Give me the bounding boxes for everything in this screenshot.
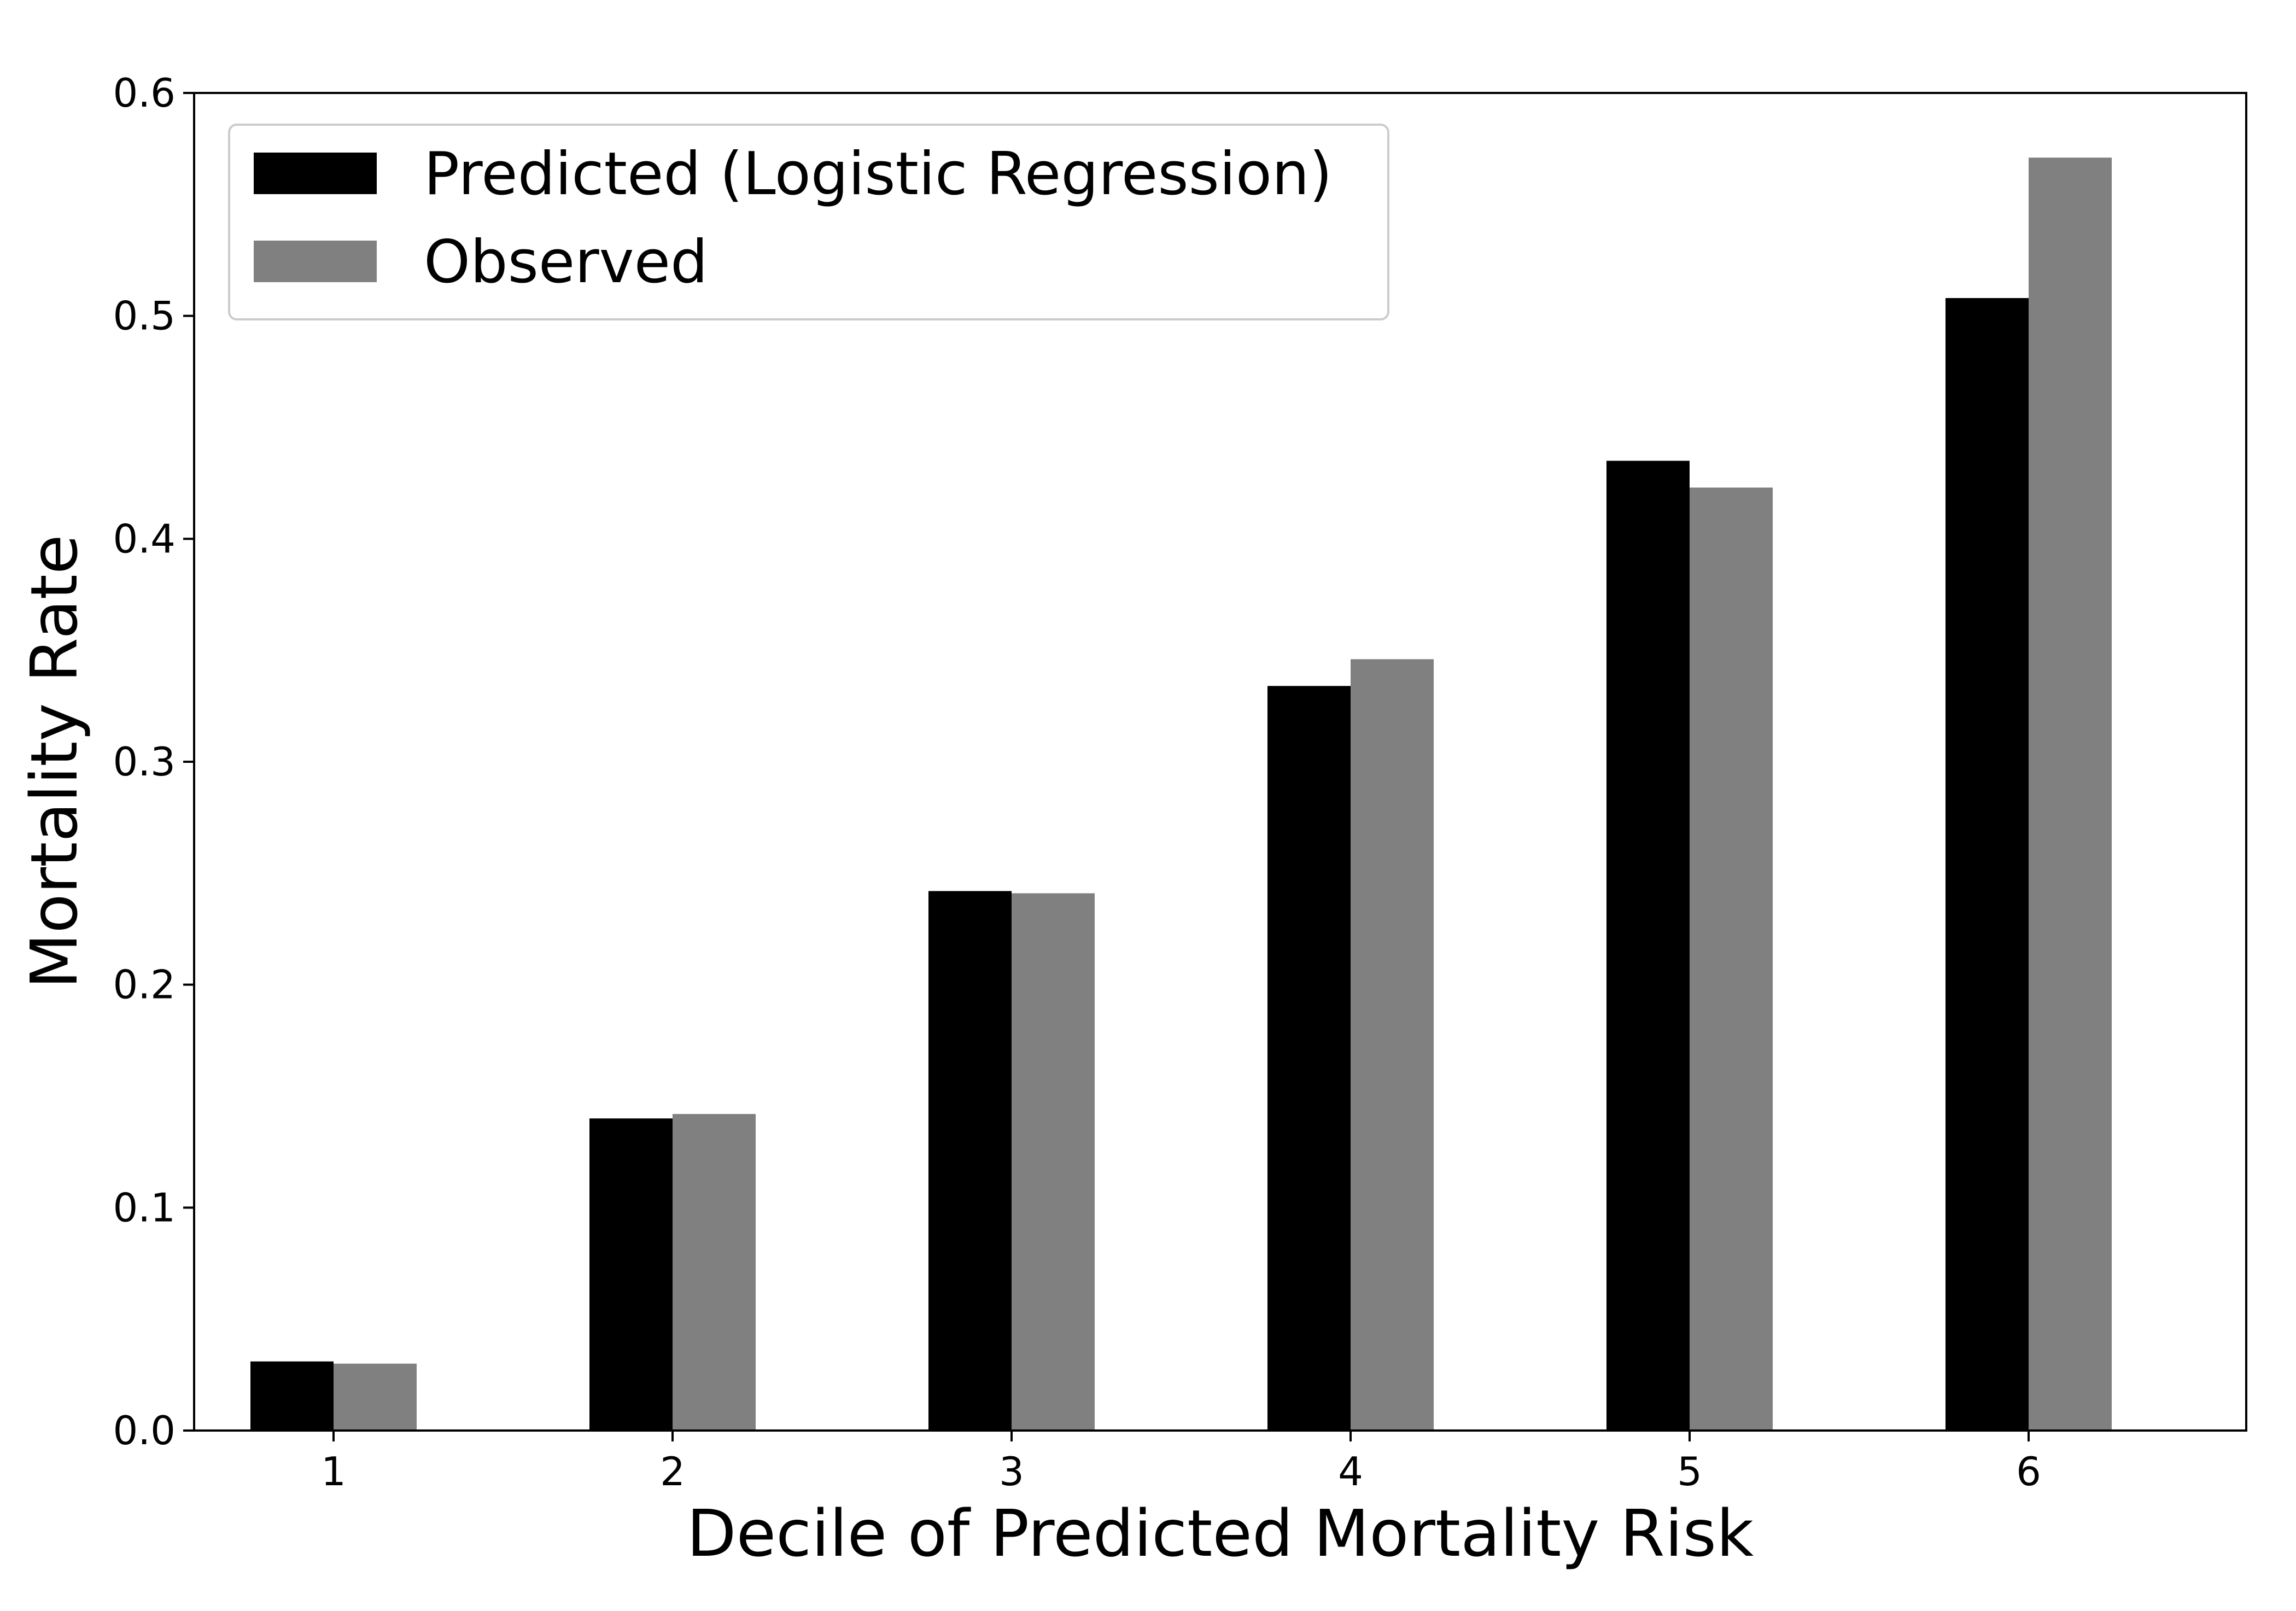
y-tick-label: 0.2 bbox=[113, 962, 176, 1008]
bar-predicted-4 bbox=[1267, 686, 1351, 1431]
y-tick-label: 0.0 bbox=[113, 1408, 176, 1454]
y-tick-label: 0.3 bbox=[113, 739, 176, 785]
legend-box bbox=[228, 124, 1389, 320]
x-tick-label: 2 bbox=[660, 1449, 685, 1495]
bar-observed-5 bbox=[1690, 487, 1773, 1431]
y-tick-label: 0.5 bbox=[113, 293, 176, 339]
y-axis-ticks: 0.0 0.1 0.2 0.3 0.4 0.5 0.6 bbox=[113, 70, 194, 1454]
x-axis-label: Decile of Predicted Mortality Risk bbox=[687, 1496, 1754, 1571]
x-tick-label: 3 bbox=[999, 1449, 1024, 1495]
plot-frame bbox=[193, 92, 2247, 1432]
legend-label-observed: Observed bbox=[424, 228, 708, 296]
x-tick-label: 4 bbox=[1338, 1449, 1363, 1495]
y-tick-label: 0.4 bbox=[113, 516, 176, 562]
bar-observed-6 bbox=[2029, 157, 2112, 1431]
x-tick-label: 1 bbox=[321, 1449, 346, 1495]
bar-predicted-3 bbox=[928, 891, 1012, 1431]
bar-observed-2 bbox=[673, 1114, 756, 1431]
legend-label-predicted: Predicted (Logistic Regression) bbox=[424, 140, 1333, 208]
bars-group bbox=[250, 157, 2112, 1431]
bar-predicted-1 bbox=[250, 1361, 334, 1431]
x-tick-label: 5 bbox=[1677, 1449, 1702, 1495]
y-tick-label: 0.1 bbox=[113, 1184, 176, 1230]
legend: Predicted (Logistic Regression) Observed bbox=[228, 124, 1389, 320]
bar-predicted-5 bbox=[1606, 460, 1690, 1431]
bar-predicted-6 bbox=[1946, 298, 2029, 1431]
bar-observed-4 bbox=[1351, 659, 1434, 1431]
x-axis-ticks: 1 2 3 4 5 6 bbox=[321, 1431, 2041, 1495]
bar-observed-1 bbox=[334, 1363, 417, 1431]
y-axis-label: Mortality Rate bbox=[16, 535, 92, 989]
legend-swatch-predicted bbox=[254, 153, 377, 194]
bar-predicted-2 bbox=[589, 1118, 673, 1431]
legend-swatch-observed bbox=[254, 241, 377, 282]
y-tick-label: 0.6 bbox=[113, 70, 176, 116]
x-tick-label: 6 bbox=[2016, 1449, 2041, 1495]
bar-observed-3 bbox=[1012, 893, 1095, 1431]
